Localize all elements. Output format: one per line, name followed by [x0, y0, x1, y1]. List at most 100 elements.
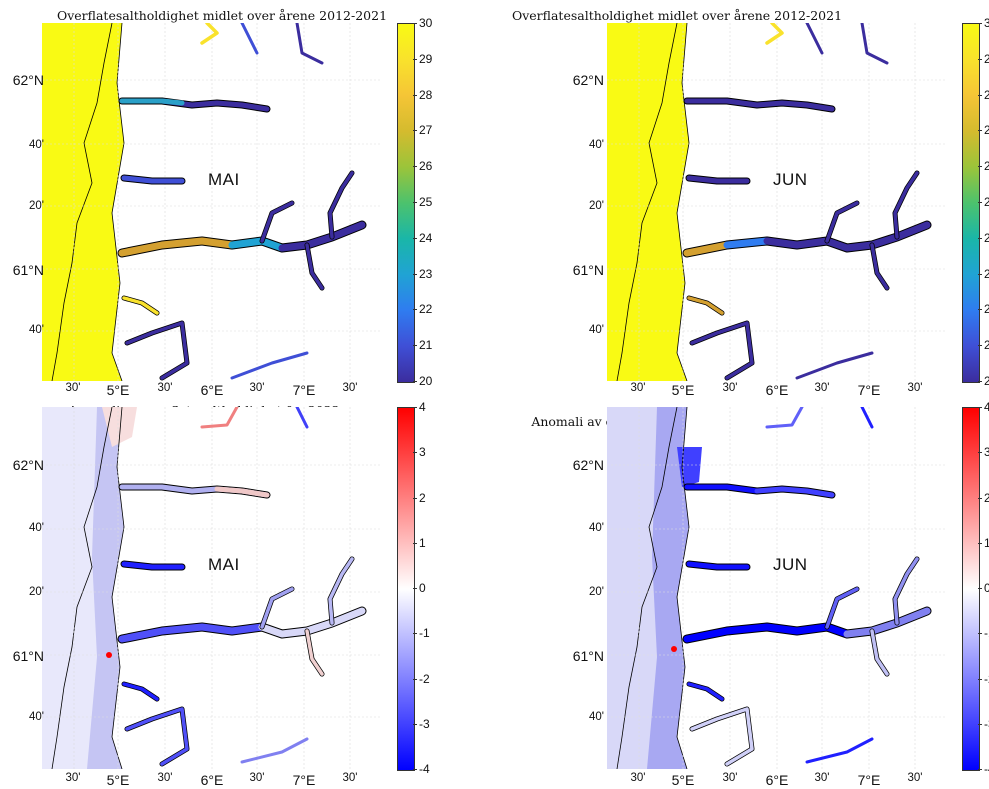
lat-tick: 20' — [29, 586, 44, 598]
lat-tick: 62°N — [12, 72, 44, 88]
lat-tick: 40' — [589, 711, 604, 723]
lat-tick: 20' — [589, 586, 604, 598]
graticule — [42, 407, 380, 769]
colorbar-tick-label: -3 — [419, 716, 430, 731]
colorbar-tick-label: 27 — [419, 123, 433, 138]
fjords — [671, 407, 932, 767]
lat-tick: 40' — [29, 522, 44, 534]
colorbar-tick-mark — [413, 166, 417, 167]
colorbar-tick-label: -2 — [419, 671, 430, 686]
colorbar-tick-mark — [413, 723, 417, 725]
lon-tick: 30' — [249, 382, 265, 394]
colorbar-tick-mark — [978, 497, 982, 499]
lon-tick: 30' — [814, 772, 830, 784]
colorbar-tick-mark — [413, 633, 417, 635]
lat-tick: 40' — [589, 522, 604, 534]
colorbar-tick-label: -1 — [984, 626, 989, 641]
lat-tick: 40' — [589, 139, 604, 151]
map-anomaly-jun — [607, 407, 945, 769]
lon-tick: 30' — [342, 772, 358, 784]
colorbar-tick-label: 4 — [419, 400, 426, 414]
lon-tick: 30' — [342, 382, 358, 394]
coastline — [111, 23, 125, 381]
colorbar-tick-mark — [413, 309, 417, 311]
colorbar-tick-label: 23 — [419, 266, 433, 281]
colorbar-tick-label: 24 — [984, 230, 989, 245]
lon-tick: 7°E — [292, 772, 316, 788]
territorial-boundary — [51, 407, 113, 769]
colorbar-tick-mark — [978, 723, 982, 725]
colorbar-tick-mark — [978, 407, 982, 408]
colorbar-tick-mark — [978, 166, 982, 167]
colorbar-tick-label: 29 — [419, 51, 433, 66]
lat-tick: 40' — [29, 324, 44, 336]
panel-title: Overflatesaltholdighet midlet over årene… — [511, 8, 843, 23]
colorbar-tick-label: 2 — [984, 490, 989, 505]
colorbar-salinity — [397, 23, 415, 383]
colorbar-tick-label: -2 — [984, 671, 989, 686]
graticule — [42, 23, 380, 381]
lon-tick: 30' — [157, 382, 173, 394]
graticule — [607, 23, 945, 381]
lat-tick: 62°N — [12, 457, 44, 473]
colorbar-tick-label: 3 — [984, 445, 989, 460]
map-salinity-mai — [42, 23, 380, 381]
lat-tick: 40' — [29, 139, 44, 151]
map-panel-salinity-mai: Overflatesaltholdighet midlet over årene… — [0, 0, 495, 398]
colorbar-tick-mark — [413, 497, 417, 499]
colorbar-tick-label: -4 — [984, 762, 989, 776]
colorbar-tick-mark — [413, 23, 417, 24]
lon-tick: 5°E — [671, 772, 695, 788]
colorbar-tick-label: 28 — [984, 87, 989, 102]
lon-tick: 5°E — [671, 382, 695, 398]
colorbar-tick-label: 20 — [419, 374, 433, 388]
lat-tick: 20' — [29, 200, 44, 212]
colorbar-tick-mark — [978, 633, 982, 635]
colorbar-tick-label: 2 — [419, 490, 426, 505]
colorbar-tick-label: 0 — [419, 581, 426, 595]
colorbar-tick-label: 20 — [984, 374, 989, 388]
coastal-sea-area — [607, 23, 689, 381]
colorbar-tick-label: 22 — [984, 302, 989, 317]
colorbar-tick-label: 24 — [419, 230, 433, 245]
colorbar-tick-mark — [413, 94, 417, 96]
colorbar-tick-mark — [978, 309, 982, 311]
colorbar-tick-mark — [413, 588, 417, 589]
colorbar-tick-label: 3 — [419, 445, 426, 460]
lon-tick: 30' — [157, 772, 173, 784]
colorbar-tick-label: 29 — [984, 51, 989, 66]
colorbar-tick-label: 4 — [984, 400, 989, 414]
lat-tick: 61°N — [572, 262, 604, 278]
colorbar-tick-mark — [978, 237, 982, 239]
colorbar-tick-mark — [978, 542, 982, 544]
fjords — [682, 23, 932, 381]
colorbar-tick-label: 25 — [984, 195, 989, 209]
map-panel-anomaly-mai: Anomali av overflatesaltholdighet for 20… — [0, 395, 495, 789]
month-label: JUN — [773, 555, 808, 574]
colorbar-tick-label: 27 — [984, 123, 989, 138]
lon-tick: 30' — [722, 382, 738, 394]
colorbar-tick-label: 0 — [984, 581, 989, 595]
graticule — [607, 407, 945, 769]
map-panel-anomaly-jun: Anomali av overflatesaltholdighet for 20… — [495, 395, 989, 789]
lat-tick: 40' — [589, 324, 604, 336]
lat-tick: 40' — [29, 711, 44, 723]
colorbar-anomaly — [962, 407, 980, 771]
colorbar-anomaly — [397, 407, 415, 771]
lon-tick: 5°E — [106, 772, 130, 788]
colorbar-tick-mark — [413, 678, 417, 680]
colorbar-tick-mark — [413, 273, 417, 275]
colorbar-tick-mark — [413, 542, 417, 544]
fjords — [117, 23, 367, 381]
colorbar-tick-label: 22 — [419, 302, 433, 317]
lon-tick: 6°E — [765, 772, 789, 788]
colorbar-tick-label: 1 — [984, 535, 989, 550]
colorbar-tick-mark — [978, 381, 982, 382]
colorbar-tick-mark — [978, 202, 982, 203]
colorbar-tick-mark — [978, 345, 982, 346]
map-anomaly-mai — [42, 407, 380, 769]
map-panel-salinity-jun: Overflatesaltholdighet midlet over årene… — [495, 0, 989, 398]
lat-tick: 62°N — [572, 457, 604, 473]
map-salinity-jun — [607, 23, 945, 381]
colorbar-tick-mark — [413, 381, 417, 382]
